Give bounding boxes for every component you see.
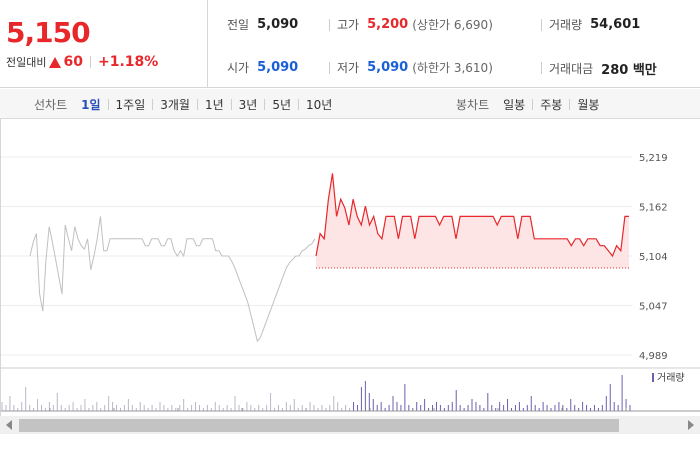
stat-low: 저가 5,090 (하한가 3,610) (337, 59, 493, 76)
period-tab-0[interactable]: 1일 (81, 97, 101, 112)
divider (298, 98, 300, 110)
divider (569, 98, 571, 110)
quote-header: 5,150 전일대비 60 +1.18% 전일 5,090 고가 5,200 (… (0, 0, 700, 88)
period-tab-2[interactable]: 3개월 (160, 97, 190, 112)
y-tick-label: 5,219 (639, 153, 668, 164)
divider (329, 19, 330, 31)
divider (89, 56, 91, 68)
line-chart-periods: 선차트 1일 1주일 3개월 1년 3년 5년 10년 (34, 89, 332, 119)
candle-tab-1[interactable]: 주봉 (540, 97, 563, 112)
scroll-left-icon[interactable] (6, 420, 12, 430)
y-tick-label: 5,162 (639, 203, 668, 214)
footer-space (0, 434, 700, 450)
divider (230, 98, 232, 110)
line-chart-label: 선차트 (34, 97, 68, 112)
divider (532, 98, 534, 110)
stat-label: 시가 (227, 61, 250, 75)
period-tab-1[interactable]: 1주일 (115, 97, 146, 112)
stat-high: 고가 5,200 (상한가 6,690) (337, 16, 493, 33)
divider (152, 98, 154, 110)
stat-prev-close: 전일 5,090 (227, 16, 298, 33)
stat-value: 5,090 (257, 60, 299, 75)
candle-chart-periods: 봉차트 일봉 주봉 월봉 (456, 89, 599, 119)
today-area (316, 173, 629, 269)
period-tab-3[interactable]: 1년 (204, 97, 224, 112)
divider (329, 62, 330, 74)
period-tab-5[interactable]: 5년 (272, 97, 292, 112)
divider (196, 98, 198, 110)
scrollbar-thumb[interactable] (19, 419, 619, 432)
candle-chart-label: 봉차트 (456, 97, 490, 112)
stat-amount: 거래대금 280 백만 (549, 59, 657, 78)
today-line (315, 173, 629, 258)
volume-legend-label: 거래량 (657, 372, 685, 384)
stat-label: 전일 (227, 18, 250, 32)
stat-value: 5,200 (367, 17, 409, 32)
stat-volume: 거래량 54,601 (549, 16, 640, 33)
change-label: 전일대비 (6, 56, 47, 69)
price-chart[interactable]: 5,219 5,162 5,104 5,047 4,989 거래량 (0, 119, 700, 416)
stat-value: 5,090 (367, 60, 409, 75)
divider (541, 19, 542, 31)
period-tab-6[interactable]: 10년 (306, 97, 333, 112)
stat-value: 54,601 (590, 17, 641, 32)
stat-label: 저가 (337, 61, 360, 75)
stat-limit: (상한가 6,690) (412, 18, 493, 32)
period-toolbar: 선차트 1일 1주일 3개월 1년 3년 5년 10년 봉차트 일봉 주봉 월봉 (0, 89, 700, 119)
change-percent: +1.18% (97, 54, 159, 70)
stat-open: 시가 5,090 (227, 59, 298, 76)
change-row: 전일대비 60 +1.18% (6, 54, 158, 70)
current-price: 5,150 (6, 16, 91, 49)
volume-legend-swatch (652, 373, 654, 382)
prev-day-line (29, 216, 316, 343)
divider (107, 98, 109, 110)
candle-tab-0[interactable]: 일봉 (503, 97, 526, 112)
change-value: 60 (63, 54, 83, 70)
current-price-box: 5,150 전일대비 60 +1.18% (0, 0, 208, 88)
chart-scrollbar[interactable] (0, 416, 700, 434)
stat-label: 거래대금 (549, 62, 594, 76)
divider (541, 62, 542, 74)
y-tick-label: 4,989 (639, 351, 668, 362)
y-tick-label: 5,104 (639, 252, 668, 263)
stat-label: 고가 (337, 18, 360, 32)
period-tab-4[interactable]: 3년 (238, 97, 258, 112)
divider (264, 98, 266, 110)
stat-value: 280 백만 (601, 63, 657, 78)
stat-label: 거래량 (549, 18, 583, 32)
candle-tab-2[interactable]: 월봉 (577, 97, 600, 112)
stat-value: 5,090 (257, 17, 299, 32)
scroll-right-icon[interactable] (688, 420, 694, 430)
stat-limit: (하한가 3,610) (412, 61, 493, 75)
up-triangle-icon (49, 56, 62, 68)
y-tick-label: 5,047 (639, 302, 668, 313)
